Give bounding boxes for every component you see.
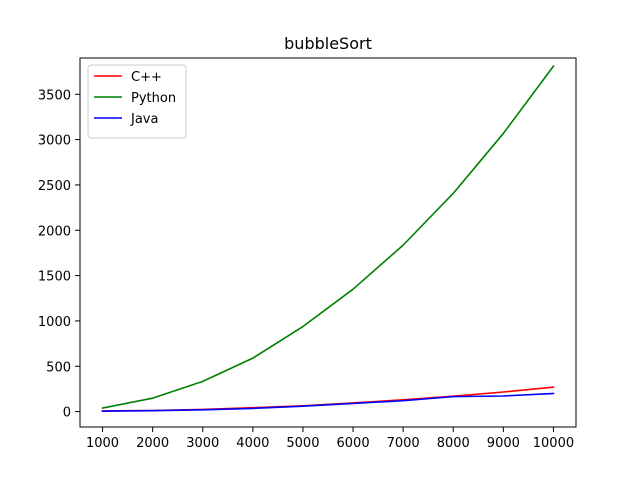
x-tick-label: 4000 bbox=[236, 436, 269, 451]
y-tick-label: 1000 bbox=[38, 315, 71, 330]
y-tick-label: 2500 bbox=[38, 179, 71, 194]
x-tick-label: 8000 bbox=[437, 436, 470, 451]
legend-label: C++ bbox=[131, 70, 162, 85]
y-tick-label: 500 bbox=[46, 360, 71, 375]
legend-label: Java bbox=[130, 112, 158, 127]
legend-box bbox=[87, 64, 187, 139]
x-tick-label: 6000 bbox=[337, 436, 370, 451]
x-axis: 1000 2000 3000 4000 5000 6000 7000 8000 9000 1000… bbox=[86, 427, 574, 451]
y-tick-label: 0 bbox=[63, 406, 71, 421]
legend: C++ Python Java bbox=[87, 64, 187, 139]
x-tick-label: 9000 bbox=[487, 436, 520, 451]
series-layer bbox=[101, 65, 555, 413]
x-tick-label: 10000 bbox=[533, 436, 574, 451]
x-tick-label: 5000 bbox=[286, 436, 319, 451]
plot-area-frame bbox=[79, 57, 577, 428]
y-tick-label: 2000 bbox=[38, 224, 71, 239]
chart-title: bubbleSort bbox=[284, 34, 372, 53]
x-tick-label: 1000 bbox=[86, 436, 119, 451]
y-tick-label: 1500 bbox=[38, 270, 71, 285]
legend-label: Python bbox=[131, 91, 176, 106]
x-tick-label: 7000 bbox=[387, 436, 420, 451]
x-tick-label: 3000 bbox=[186, 436, 219, 451]
x-tick-label: 2000 bbox=[136, 436, 169, 451]
series-line-python bbox=[101, 65, 555, 409]
series-line-java bbox=[101, 392, 555, 413]
y-axis: 0 500 1000 1500 2000 2500 3000 3500 bbox=[38, 88, 80, 421]
y-tick-label: 3000 bbox=[38, 134, 71, 149]
y-tick-label: 3500 bbox=[38, 88, 71, 103]
